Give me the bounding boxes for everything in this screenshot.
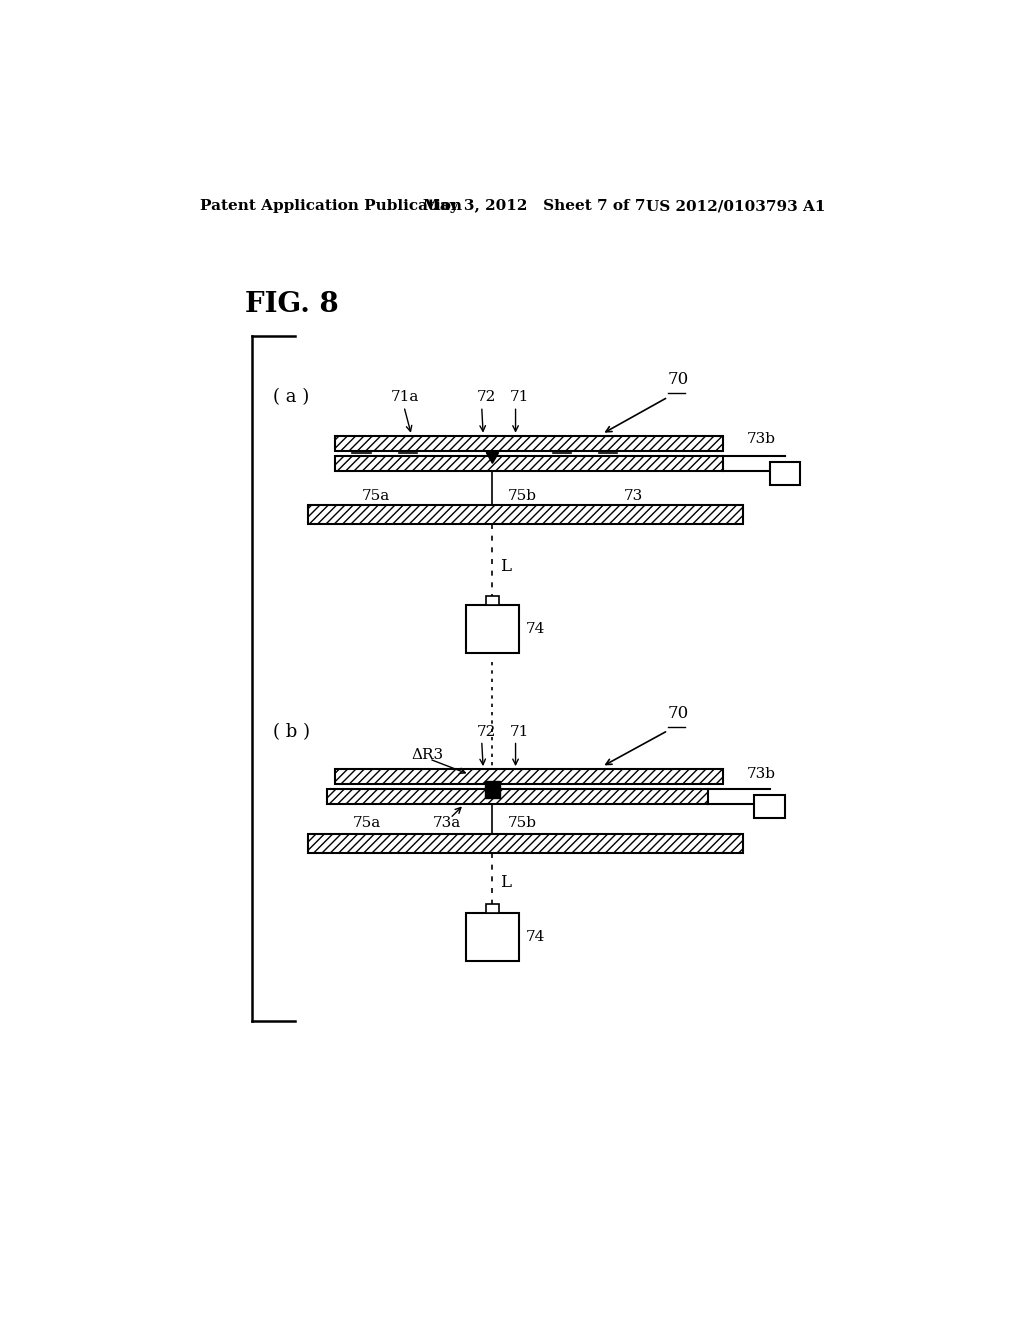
- Text: 73b: 73b: [746, 433, 775, 446]
- Bar: [307, 834, 742, 853]
- Text: ( a ): ( a ): [273, 388, 309, 407]
- Text: 73b: 73b: [746, 767, 775, 781]
- Bar: [335, 436, 724, 451]
- Text: FIG. 8: FIG. 8: [245, 292, 338, 318]
- Bar: [335, 455, 724, 471]
- Text: 70: 70: [668, 371, 689, 388]
- Text: 71: 71: [509, 725, 528, 739]
- Text: ( b ): ( b ): [273, 723, 310, 741]
- Text: ΔR3: ΔR3: [412, 748, 443, 762]
- Text: 75a: 75a: [352, 816, 381, 830]
- Bar: [486, 595, 499, 605]
- Text: L: L: [500, 874, 511, 891]
- Bar: [466, 605, 519, 653]
- Text: 73a: 73a: [433, 816, 462, 830]
- Text: 74: 74: [525, 622, 545, 636]
- Bar: [484, 781, 500, 799]
- Polygon shape: [486, 787, 499, 797]
- Polygon shape: [486, 453, 499, 463]
- Text: 72: 72: [477, 725, 497, 739]
- Bar: [466, 913, 519, 961]
- Text: 75b: 75b: [508, 488, 537, 503]
- Text: 74: 74: [525, 929, 545, 944]
- Text: Patent Application Publication: Patent Application Publication: [200, 199, 462, 213]
- Bar: [307, 506, 742, 524]
- Text: US 2012/0103793 A1: US 2012/0103793 A1: [646, 199, 826, 213]
- Bar: [770, 462, 801, 484]
- Bar: [335, 770, 724, 784]
- Text: 75b: 75b: [508, 816, 537, 830]
- Text: May 3, 2012   Sheet 7 of 7: May 3, 2012 Sheet 7 of 7: [423, 199, 646, 213]
- Text: 71: 71: [509, 391, 528, 404]
- Text: 72: 72: [477, 391, 497, 404]
- Bar: [327, 789, 708, 804]
- Text: 73: 73: [624, 488, 643, 503]
- Text: L: L: [500, 558, 511, 576]
- Text: 75a: 75a: [361, 488, 390, 503]
- Text: 71a: 71a: [391, 391, 419, 404]
- Bar: [486, 904, 499, 913]
- Bar: [755, 795, 785, 818]
- Text: 70: 70: [668, 705, 689, 722]
